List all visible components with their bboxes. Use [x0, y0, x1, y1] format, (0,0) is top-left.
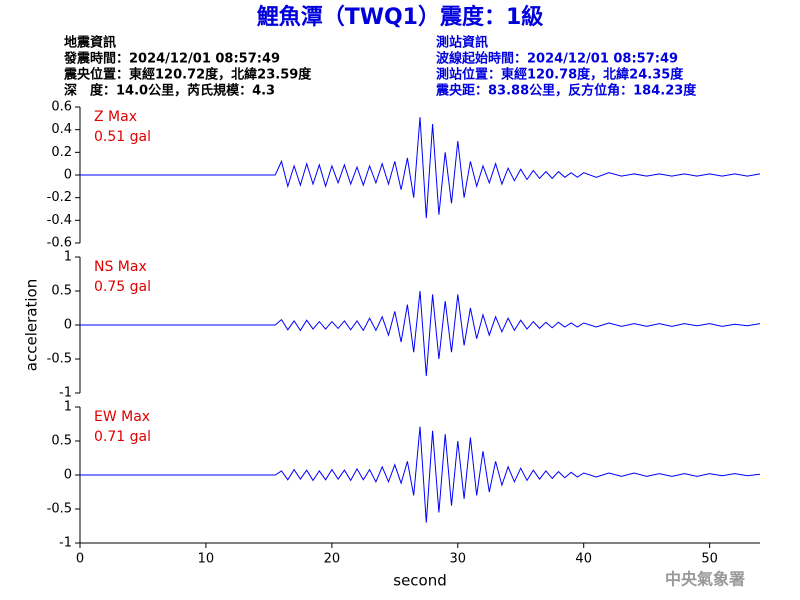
info-left: 地震資訊	[64, 35, 116, 51]
y-tick-label: 0	[64, 168, 72, 183]
y-tick-label: -0.5	[47, 502, 72, 517]
x-tick-label: 10	[198, 552, 215, 567]
y-tick-label: 0.2	[51, 145, 72, 160]
y-tick-label: 0.5	[51, 434, 72, 449]
y-tick-label: 0.5	[51, 284, 72, 299]
y-tick-label: -0.2	[47, 190, 72, 205]
component-label: EW Max	[94, 409, 150, 425]
x-tick-label: 0	[76, 552, 84, 567]
y-tick-label: -1	[59, 536, 72, 551]
y-tick-label: 0	[64, 468, 72, 483]
y-axis-label: acceleration	[23, 279, 41, 371]
info-right: 震央距：83.88公里，反方位角：184.23度	[435, 83, 697, 99]
footer-logo: 中央氣象署	[665, 570, 745, 589]
waveform	[80, 117, 761, 219]
x-tick-label: 40	[575, 552, 592, 567]
y-tick-label: -0.4	[47, 213, 72, 228]
y-tick-label: 1	[64, 400, 72, 415]
x-tick-label: 20	[324, 552, 341, 567]
y-tick-label: 0	[64, 318, 72, 333]
y-tick-label: -0.5	[47, 352, 72, 367]
info-left: 發震時間：2024/12/01 08:57:49	[63, 51, 280, 67]
max-label: 0.71 gal	[94, 429, 151, 445]
y-tick-label: -0.6	[47, 236, 72, 251]
max-label: 0.51 gal	[94, 129, 151, 145]
info-left: 深 度：14.0公里，芮氏規模：4.3	[64, 83, 275, 99]
x-axis-label: second	[393, 572, 447, 590]
y-tick-label: -1	[59, 386, 72, 401]
info-right: 波線起始時間：2024/12/01 08:57:49	[436, 51, 678, 67]
waveform	[80, 290, 761, 377]
info-right: 測站位置：東經120.78度，北緯24.35度	[436, 67, 684, 83]
y-tick-label: 0.6	[51, 100, 72, 115]
component-label: NS Max	[94, 259, 147, 275]
info-left: 震央位置：東經120.72度，北緯23.59度	[63, 67, 312, 83]
info-right: 測站資訊	[436, 35, 488, 51]
waveform	[80, 426, 761, 523]
x-tick-label: 30	[450, 552, 467, 567]
chart-title: 鯉魚潭（TWQ1）震度：1級	[257, 4, 544, 30]
max-label: 0.75 gal	[94, 279, 151, 295]
y-tick-label: 0.4	[51, 122, 72, 137]
x-tick-label: 50	[701, 552, 718, 567]
y-tick-label: 1	[64, 250, 72, 265]
component-label: Z Max	[94, 109, 137, 125]
